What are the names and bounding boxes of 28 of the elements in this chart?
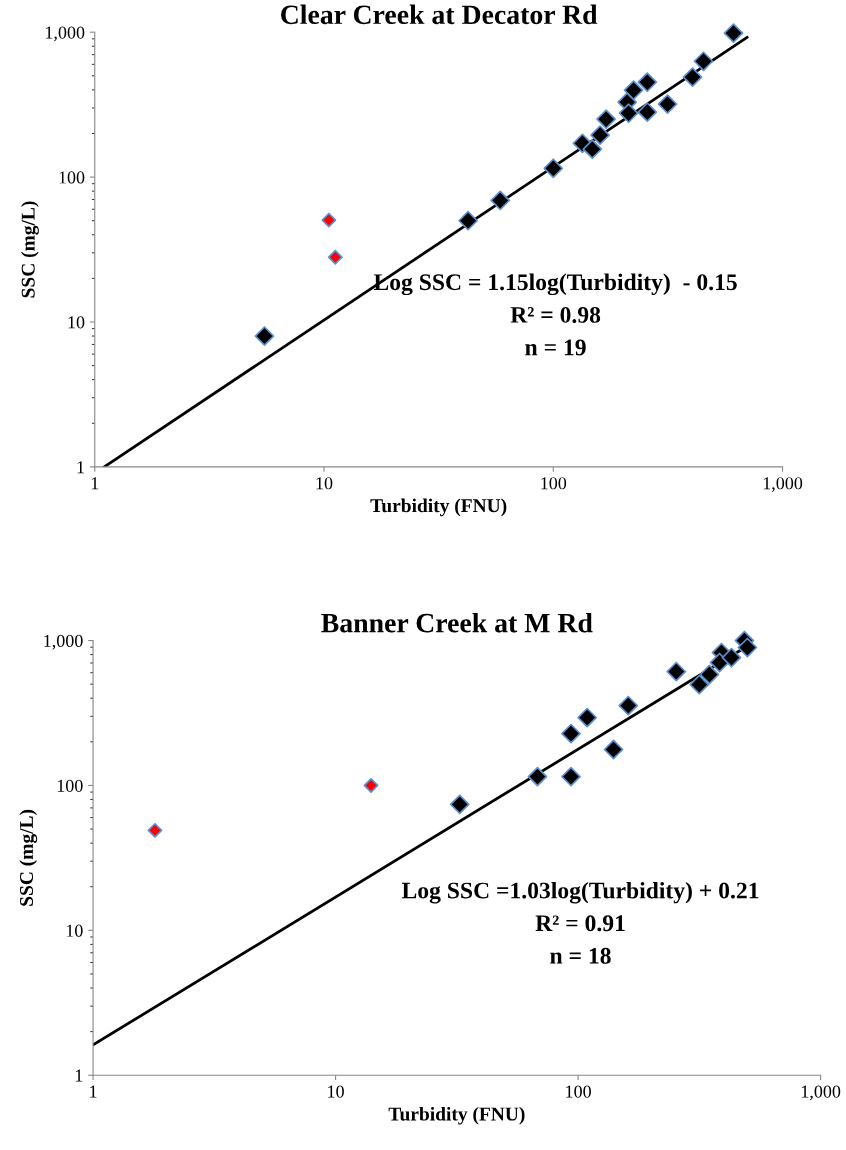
y-axis-title: SSC (mg/L) — [21, 201, 39, 298]
chart-title: Banner Creek at M Rd — [321, 612, 593, 633]
x-tick-label: 10 — [328, 1085, 344, 1098]
x-tick-label: 100 — [566, 1085, 591, 1098]
y-axis-title: SSC (mg/L) — [19, 809, 38, 906]
x-tick-label: 1,000 — [801, 1085, 841, 1101]
y-tick-label: 10 — [66, 924, 83, 937]
annotation: R² = 0.91 — [535, 915, 625, 932]
chart-title: Clear Creek at Decator Rd — [281, 4, 598, 25]
y-tick-label: 10 — [68, 316, 85, 329]
y-tick-label: 100 — [59, 171, 85, 184]
annotation: Log SSC =1.03log(Turbidity) + 0.21 — [401, 881, 759, 904]
annotation: Log SSC = 1.15log(Turbidity) - 0.15 — [373, 273, 737, 296]
x-tick-label: 1,000 — [763, 477, 803, 492]
annotation: n = 19 — [525, 339, 586, 356]
y-tick-label: 1,000 — [45, 26, 85, 42]
y-tick-label: 1 — [75, 1069, 83, 1082]
x-axis-title: Turbidity (FNU) — [370, 498, 507, 517]
y-tick-label: 1,000 — [44, 634, 83, 650]
x-tick-label: 1 — [91, 477, 99, 490]
y-tick-label: 100 — [57, 779, 83, 792]
annotation: R² = 0.98 — [510, 306, 601, 323]
x-tick-label: 10 — [316, 477, 333, 490]
annotation: n = 18 — [550, 947, 611, 964]
y-tick-label: 1 — [77, 461, 84, 474]
x-tick-label: 100 — [541, 477, 567, 490]
x-tick-label: 1 — [90, 1085, 97, 1098]
x-axis-title: Turbidity (FNU) — [388, 1106, 525, 1125]
